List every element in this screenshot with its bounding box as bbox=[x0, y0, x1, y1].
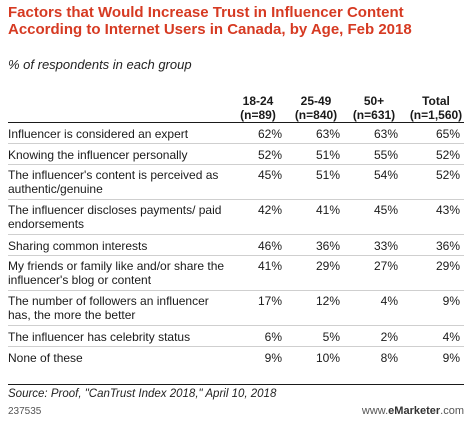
table-row: Sharing common interests 46% 36% 33% 36% bbox=[8, 235, 464, 256]
brand-logo[interactable]: www.eMarketer.com bbox=[362, 405, 464, 417]
brand-e: e bbox=[388, 405, 395, 417]
row-value: 5% bbox=[322, 330, 340, 344]
column-label: 50+ bbox=[363, 94, 385, 108]
header-divider bbox=[8, 122, 464, 123]
row-value: 6% bbox=[264, 330, 282, 344]
brand-suffix: .com bbox=[440, 405, 464, 417]
row-label: The influencer has celebrity status bbox=[8, 330, 191, 344]
row-value: 27% bbox=[373, 259, 398, 273]
row-value: 36% bbox=[315, 239, 340, 253]
row-value: 52% bbox=[257, 148, 282, 162]
brand-name: Marketer bbox=[394, 405, 441, 417]
row-value: 63% bbox=[315, 127, 340, 141]
footer-divider bbox=[8, 384, 464, 385]
row-value: 29% bbox=[315, 259, 340, 273]
row-label: Influencer is considered an expert bbox=[8, 127, 189, 141]
source-note: Source: Proof, "CanTrust Index 2018," Ap… bbox=[8, 388, 277, 400]
column-label: 25-49 bbox=[300, 94, 332, 108]
row-value: 9% bbox=[264, 351, 282, 365]
row-label: The number of followers an influencer ha… bbox=[8, 294, 209, 322]
brand-prefix: www. bbox=[361, 405, 389, 417]
row-value: 17% bbox=[257, 294, 282, 308]
row-value: 29% bbox=[435, 259, 460, 273]
column-header: Total (n=1,560) bbox=[404, 94, 468, 122]
column-n: (n=1,560) bbox=[409, 108, 463, 122]
row-value: 52% bbox=[435, 148, 460, 162]
table-row: The influencer's content is perceived as… bbox=[8, 165, 464, 200]
row-value: 45% bbox=[257, 168, 282, 182]
row-value: 36% bbox=[435, 239, 460, 253]
row-value: 51% bbox=[315, 168, 340, 182]
table-row: None of these 9% 10% 8% 9% bbox=[8, 347, 464, 367]
subtitle: % of respondents in each group bbox=[8, 57, 192, 72]
row-value: 9% bbox=[442, 294, 460, 308]
row-value: 4% bbox=[380, 294, 398, 308]
table-row: The influencer has celebrity status 6% 5… bbox=[8, 326, 464, 347]
row-value: 52% bbox=[435, 168, 460, 182]
table-row: My friends or family like and/or share t… bbox=[8, 256, 464, 291]
row-value: 63% bbox=[373, 127, 398, 141]
column-header: 18-24 (n=89) bbox=[226, 94, 290, 122]
column-n: (n=89) bbox=[240, 108, 276, 122]
table-header: 18-24 (n=89) 25-49 (n=840) 50+ (n=631) T… bbox=[8, 80, 464, 123]
table-row: Knowing the influencer personally 52% 51… bbox=[8, 144, 464, 165]
column-n: (n=631) bbox=[352, 108, 396, 122]
row-value: 41% bbox=[315, 203, 340, 217]
row-value: 9% bbox=[442, 351, 460, 365]
row-value: 4% bbox=[442, 330, 460, 344]
column-label: Total bbox=[422, 94, 450, 108]
column-header: 25-49 (n=840) bbox=[284, 94, 348, 122]
column-n: (n=840) bbox=[294, 108, 338, 122]
page-title: Factors that Would Increase Trust in Inf… bbox=[8, 4, 412, 38]
row-value: 42% bbox=[257, 203, 282, 217]
row-value: 2% bbox=[380, 330, 398, 344]
table-row: Influencer is considered an expert 62% 6… bbox=[8, 123, 464, 144]
column-header: 50+ (n=631) bbox=[342, 94, 406, 122]
row-value: 46% bbox=[257, 239, 282, 253]
row-value: 62% bbox=[257, 127, 282, 141]
row-value: 10% bbox=[315, 351, 340, 365]
row-label: None of these bbox=[8, 351, 83, 365]
row-value: 45% bbox=[373, 203, 398, 217]
row-value: 8% bbox=[380, 351, 398, 365]
chart-id: 237535 bbox=[8, 406, 42, 417]
row-value: 33% bbox=[373, 239, 398, 253]
row-value: 12% bbox=[315, 294, 340, 308]
table-row: The influencer discloses payments/ paid … bbox=[8, 200, 464, 235]
table-row: The number of followers an influencer ha… bbox=[8, 291, 464, 326]
row-value: 55% bbox=[373, 148, 398, 162]
row-label: Knowing the influencer personally bbox=[8, 148, 188, 162]
row-value: 51% bbox=[315, 148, 340, 162]
column-label: 18-24 bbox=[242, 94, 274, 108]
row-value: 41% bbox=[257, 259, 282, 273]
row-value: 65% bbox=[435, 127, 460, 141]
row-value: 54% bbox=[373, 168, 398, 182]
row-label: My friends or family like and/or share t… bbox=[8, 259, 225, 287]
row-label: The influencer discloses payments/ paid … bbox=[8, 203, 222, 231]
data-table: 18-24 (n=89) 25-49 (n=840) 50+ (n=631) T… bbox=[8, 80, 464, 367]
row-label: Sharing common interests bbox=[8, 239, 148, 253]
row-value: 43% bbox=[435, 203, 460, 217]
row-label: The influencer's content is perceived as… bbox=[8, 168, 219, 196]
